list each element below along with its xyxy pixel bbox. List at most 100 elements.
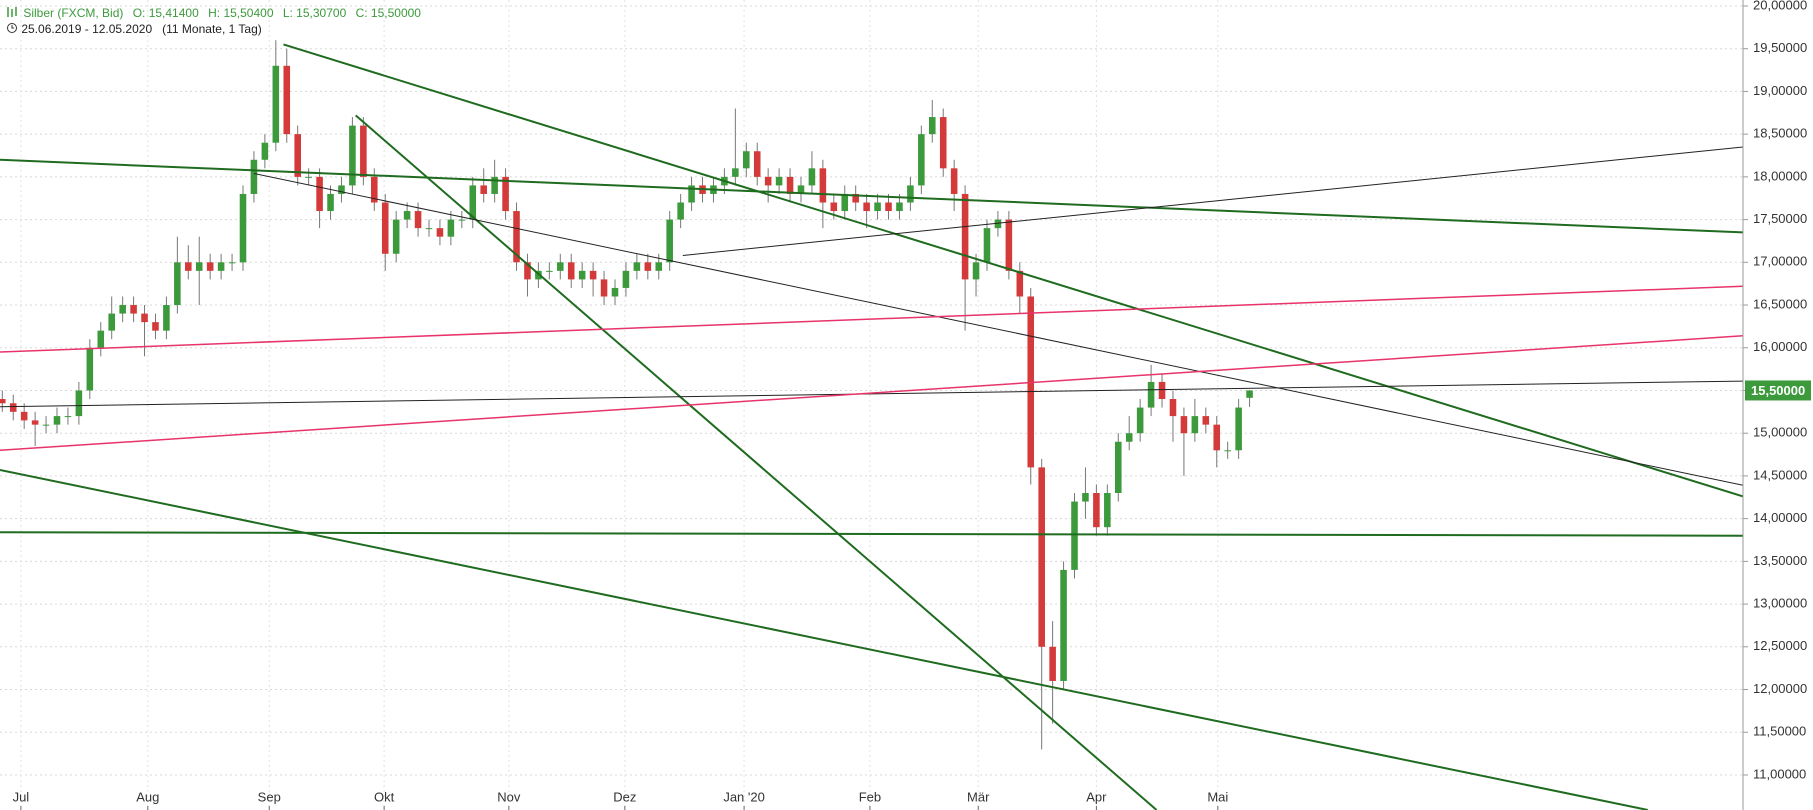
candle-body xyxy=(152,322,159,331)
trendline xyxy=(0,531,1743,537)
candle-body xyxy=(1136,407,1144,434)
candle-body xyxy=(918,134,925,186)
candle-body xyxy=(239,193,247,263)
candle-body xyxy=(338,185,345,194)
trendline xyxy=(0,335,1743,452)
candle-body xyxy=(261,142,269,160)
candle-body xyxy=(688,185,695,203)
candle-body xyxy=(874,202,881,212)
candle-body xyxy=(589,270,597,280)
trendline xyxy=(355,114,1158,810)
period: 25.06.2019 - 12.05.2020 xyxy=(21,22,153,36)
candle-body xyxy=(950,168,958,194)
candle-body xyxy=(425,228,433,230)
candle-body xyxy=(863,202,870,212)
candle-body xyxy=(557,262,564,271)
candle-body xyxy=(677,202,684,220)
candle-body xyxy=(97,330,105,348)
candle-body xyxy=(174,262,181,306)
x-tick-label: Nov xyxy=(497,789,521,804)
y-tick-label: 12,50000 xyxy=(1753,638,1807,653)
ohlc: L: 15,30700 xyxy=(282,6,347,20)
candle-body xyxy=(1180,416,1188,434)
header: Silber (FXCM, Bid) O: 15,41400 H: 15,504… xyxy=(6,5,427,37)
candle-body xyxy=(1049,646,1056,681)
candle-body xyxy=(360,125,367,177)
candle-body xyxy=(819,168,827,203)
candle-body xyxy=(250,159,258,194)
x-tick-label: Jul xyxy=(13,789,30,804)
candle-body xyxy=(228,262,236,264)
candle-body xyxy=(1235,407,1242,451)
span: (11 Monate, 1 Tag) xyxy=(162,22,262,36)
candle-body xyxy=(349,125,356,186)
candle-body xyxy=(742,151,750,169)
candle-body xyxy=(633,262,641,271)
candle-body xyxy=(1038,467,1045,647)
candle-body xyxy=(458,219,466,221)
last-price-label: 15,50000 xyxy=(1751,383,1805,398)
candle-body xyxy=(469,185,477,220)
candle-body xyxy=(1125,433,1133,442)
candle-body xyxy=(403,211,411,220)
ohlc: C: 15,50000 xyxy=(355,6,421,20)
candle-body xyxy=(983,228,991,263)
y-tick-label: 11,00000 xyxy=(1753,766,1806,781)
price-badge xyxy=(1745,380,1811,401)
candle-body xyxy=(1082,493,1089,502)
candle-body xyxy=(108,313,115,331)
candle-body xyxy=(786,176,794,194)
y-tick-label: 13,00000 xyxy=(1753,596,1807,611)
y-tick-label: 11,50000 xyxy=(1753,724,1806,739)
candle-body xyxy=(141,313,148,323)
y-tick-label: 13,50000 xyxy=(1753,553,1807,568)
candle-body xyxy=(1202,416,1210,425)
candle-body xyxy=(1147,381,1155,408)
candle-body xyxy=(622,270,630,288)
candle-body xyxy=(195,262,203,271)
candle-body xyxy=(130,305,137,314)
candle-body xyxy=(852,193,859,203)
x-tick-label: Jan '20 xyxy=(723,789,765,804)
y-tick-label: 18,00000 xyxy=(1753,168,1807,183)
x-tick-label: Sep xyxy=(258,789,281,804)
candle-body xyxy=(502,176,509,212)
candle-body xyxy=(480,185,487,194)
candle-body xyxy=(797,185,805,194)
y-tick-label: 12,00000 xyxy=(1753,681,1807,696)
y-tick-label: 14,50000 xyxy=(1753,467,1807,482)
candle-body xyxy=(381,202,389,254)
candle-body xyxy=(732,168,739,177)
candle-body xyxy=(305,176,312,178)
trendline xyxy=(0,468,1649,810)
candle-body xyxy=(524,262,531,280)
candle-body xyxy=(611,287,619,297)
candle-body xyxy=(327,193,334,212)
header-row: Silber (FXCM, Bid) O: 15,41400 H: 15,504… xyxy=(6,5,427,21)
candle-body xyxy=(185,262,192,271)
candle-body xyxy=(294,134,301,177)
candle-body xyxy=(53,416,61,425)
x-tick-label: Mai xyxy=(1207,789,1228,804)
candle-body xyxy=(31,420,39,425)
x-tick-label: Apr xyxy=(1086,789,1107,804)
candle-body xyxy=(414,211,422,229)
candle-body xyxy=(600,279,608,297)
x-tick-label: Okt xyxy=(374,789,395,804)
candle-body xyxy=(371,176,378,203)
candle-body xyxy=(1169,399,1177,417)
y-tick-label: 19,00000 xyxy=(1753,83,1807,98)
trendline xyxy=(0,380,1743,408)
x-tick-label: Dez xyxy=(613,789,636,804)
candle-body xyxy=(436,228,444,237)
candle-body xyxy=(42,424,50,426)
candle-body xyxy=(316,176,323,212)
candle-body xyxy=(907,185,914,203)
x-tick-label: Mär xyxy=(967,789,990,804)
ohlc: O: 15,41400 xyxy=(132,6,199,20)
y-tick-label: 14,00000 xyxy=(1753,510,1807,525)
axis: 11,00000 11,50000 12,00000 12,50000 13,00000… xyxy=(13,0,1811,810)
y-tick-label: 16,50000 xyxy=(1753,296,1807,311)
